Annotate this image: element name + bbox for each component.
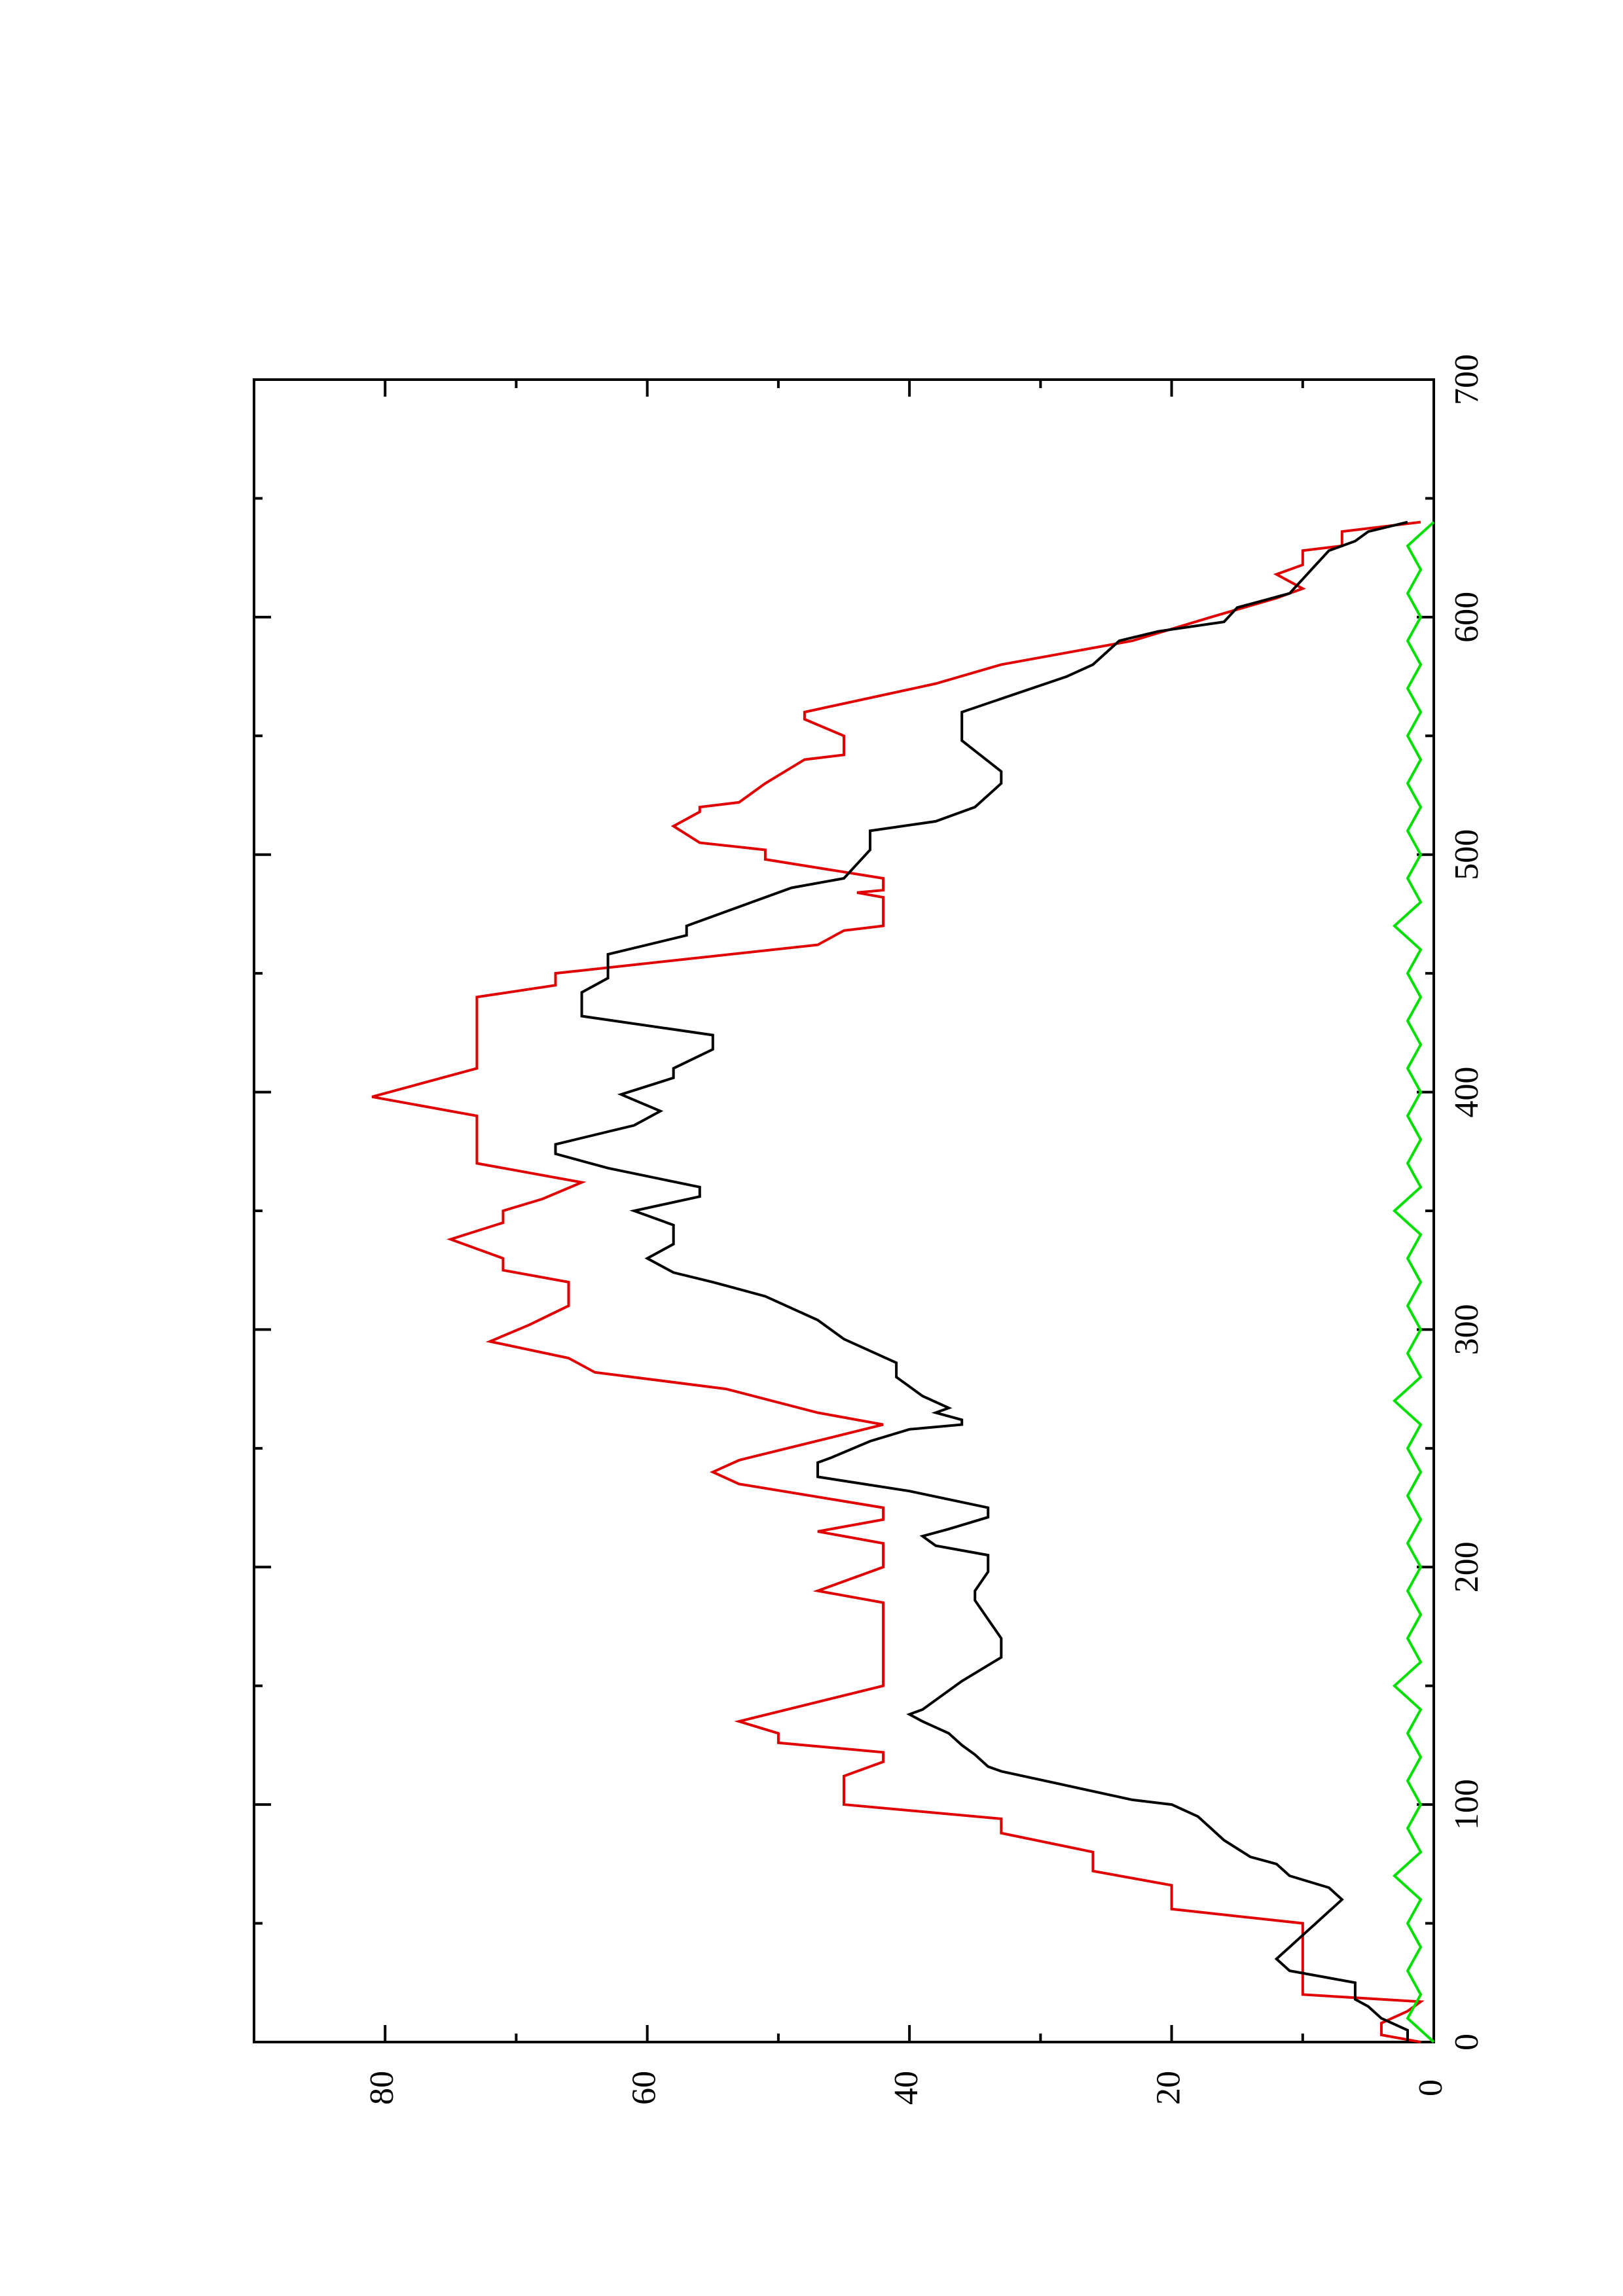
x-tick-label: 500: [1448, 829, 1486, 880]
series-line-black: [554, 520, 1409, 2042]
x-tick-label: 200: [1448, 1541, 1486, 1592]
y-tick-label: 40: [888, 2071, 925, 2105]
x-tick-label: 0: [1448, 2034, 1486, 2051]
x-tick-label: 600: [1448, 592, 1486, 643]
x-tick-label: 400: [1448, 1067, 1486, 1118]
x-tick-label: 700: [1448, 354, 1486, 405]
y-tick-label: 0: [1412, 2079, 1450, 2096]
series-line-red: [371, 520, 1425, 2043]
rotated-plot: 0 100 200 300 400 500 600 700 0 20 40 60 80: [253, 354, 1486, 2105]
x-tick-label: 300: [1448, 1304, 1486, 1355]
series-line-green: [1392, 521, 1435, 2043]
y-tick-label: 80: [363, 2071, 401, 2105]
y-tick-label: 20: [1150, 2071, 1187, 2105]
x-tick-label: 100: [1448, 1779, 1486, 1830]
y-tick-label: 60: [626, 2071, 663, 2105]
